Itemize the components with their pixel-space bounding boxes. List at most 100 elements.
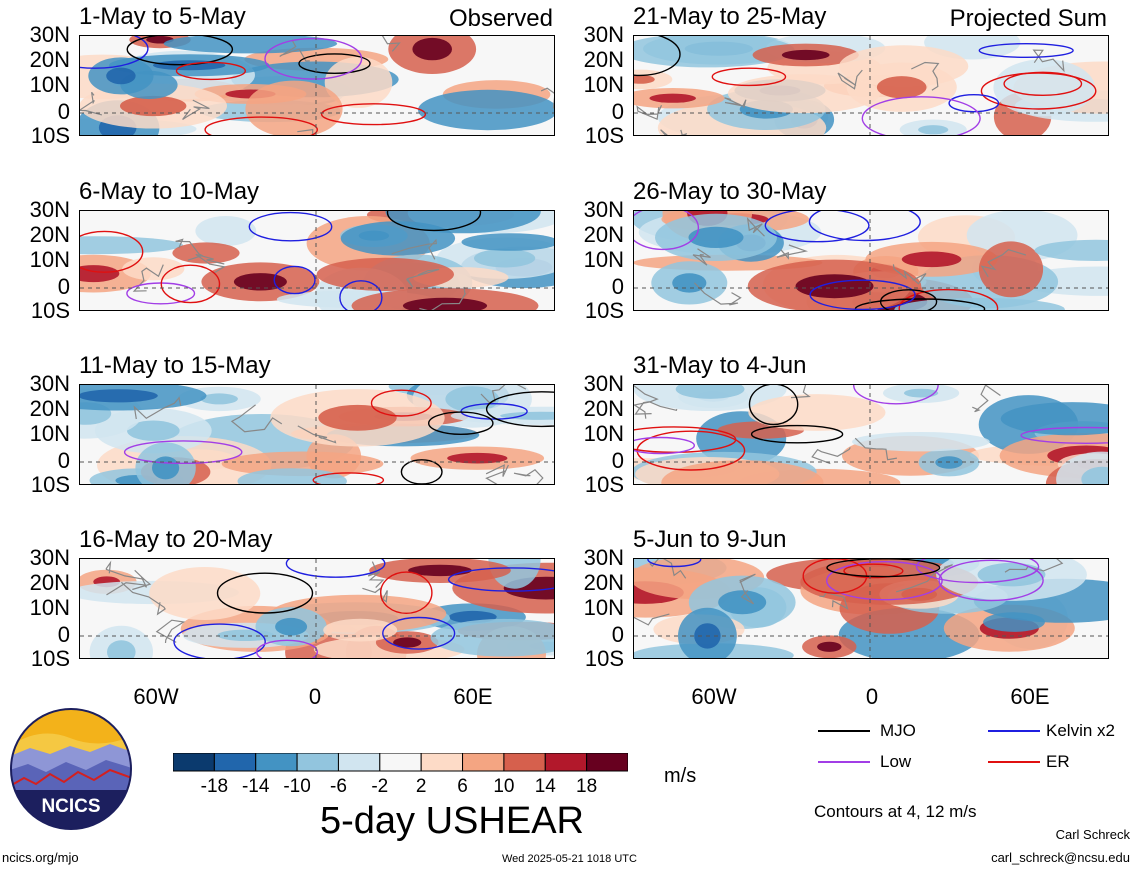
colorbar-ticks: -18 -14 -10 -6 -2 2 6 10 14 18 [173, 776, 628, 800]
panel-title: 21-May to 25-May [633, 3, 827, 30]
colorbar-swatch [544, 752, 588, 772]
ncics-logo: NCICS [10, 708, 132, 830]
lat-label: 30N [583, 197, 624, 222]
colorbar-tick-label: -14 [241, 776, 270, 797]
panel-title: 5-Jun to 9-Jun [633, 526, 787, 553]
lat-label: 20N [583, 396, 624, 421]
panel-title: 1-May to 5-May [79, 3, 246, 30]
lat-label: 30N [583, 545, 624, 570]
lat-label: 10N [583, 421, 624, 446]
map-field [633, 384, 1109, 485]
colorbar-tick-label: 2 [415, 776, 427, 797]
lat-label: 30N [29, 371, 70, 396]
lat-label: 30N [29, 22, 70, 47]
map-field [633, 210, 1109, 311]
lat-label: 30N [29, 545, 70, 570]
author: Carl Schreck [1055, 827, 1130, 842]
lat-label: 30N [583, 371, 624, 396]
panel-title: 26-May to 30-May [633, 178, 827, 205]
legend-label-low: Low [880, 752, 912, 771]
lat-label: 0 [57, 448, 70, 473]
lat-label: 10N [29, 421, 70, 446]
timestamp: Wed 2025-05-21 1018 UTC [502, 853, 637, 865]
colorbar-swatch [255, 752, 298, 772]
lat-label: 10S [30, 646, 70, 671]
colorbar-tick-label: -18 [200, 776, 229, 797]
panel-title: 11-May to 15-May [79, 352, 271, 379]
panel-title: 6-May to 10-May [79, 178, 260, 205]
map-field [633, 558, 1109, 659]
lat-label: 20N [583, 222, 624, 247]
lat-label: 10S [584, 298, 624, 323]
colorbar-tick-label: -6 [330, 776, 347, 797]
lat-label: 30N [583, 22, 624, 47]
site-link[interactable]: ncics.org/mjo [2, 850, 79, 865]
page-title: 5-day USHEAR [320, 800, 584, 842]
lat-label: 0 [57, 622, 70, 647]
lat-label: 0 [611, 274, 624, 299]
map-field [633, 35, 1109, 136]
panel-title: 31-May to 4-Jun [633, 352, 807, 379]
lat-label: 30N [29, 197, 70, 222]
lat-label: 10N [29, 247, 70, 272]
lat-label: 10S [584, 472, 624, 497]
lat-label: 10N [583, 72, 624, 97]
map-field [79, 384, 555, 485]
colorbar-swatch [462, 752, 505, 772]
lat-label: 20N [29, 47, 70, 72]
lat-label: 20N [29, 396, 70, 421]
colorbar-swatch [213, 752, 257, 772]
lat-label: 0 [611, 622, 624, 647]
lat-label: 10S [30, 123, 70, 148]
lon-label: 0 [865, 684, 879, 709]
author-email[interactable]: carl_schreck@ncsu.edu [991, 850, 1130, 865]
lat-label: 10S [30, 472, 70, 497]
colorbar-units: m/s [664, 765, 697, 787]
colorbar-tick-label: -10 [283, 776, 311, 797]
lon-label: 60E [453, 684, 493, 709]
lat-label: 20N [583, 570, 624, 595]
panel-title: 16-May to 20-May [79, 526, 273, 553]
colorbar-swatch [296, 752, 339, 772]
panel-tag: Observed [448, 5, 553, 32]
legend-label-er: ER [1046, 752, 1070, 771]
lon-label: 60E [1010, 684, 1050, 709]
lat-label: 10S [30, 298, 70, 323]
lat-label: 20N [583, 47, 624, 72]
legend-label-mjo: MJO [880, 721, 916, 740]
lon-label: 0 [308, 684, 322, 709]
colorbar-swatch [503, 752, 546, 772]
map-field [79, 210, 555, 311]
colorbar-swatch [172, 752, 215, 772]
map-field [79, 35, 555, 136]
colorbar-tick-label: 14 [534, 776, 556, 797]
lat-label: 0 [57, 99, 70, 124]
lat-label: 10S [584, 646, 624, 671]
map-field [79, 558, 555, 659]
colorbar-swatch [420, 752, 464, 772]
colorbar-swatch [337, 752, 381, 772]
lat-label: 10N [583, 595, 624, 620]
lat-label: 10N [583, 247, 624, 272]
colorbar-swatch [379, 752, 422, 772]
lat-label: 20N [29, 570, 70, 595]
contours-note: Contours at 4, 12 m/s [814, 802, 977, 821]
lon-label: 60W [133, 684, 179, 709]
colorbar [172, 752, 629, 778]
lat-label: 20N [29, 222, 70, 247]
colorbar-tick-label: 18 [576, 776, 598, 797]
logo-text: NCICS [41, 796, 100, 817]
colorbar-swatch [586, 752, 629, 772]
colorbar-tick-label: 10 [493, 776, 515, 797]
lat-label: 10S [584, 123, 624, 148]
colorbar-swatches [172, 752, 629, 772]
colorbar-tick-label: 6 [457, 776, 468, 797]
lon-label: 60W [691, 684, 737, 709]
lat-label: 10N [29, 72, 70, 97]
panel-tag: Projected Sum [949, 5, 1107, 32]
lat-label: 10N [29, 595, 70, 620]
lat-label: 0 [611, 448, 624, 473]
legend-label-kelvin: Kelvin x2 [1046, 721, 1115, 740]
lat-label: 0 [57, 274, 70, 299]
lat-label: 0 [611, 99, 624, 124]
